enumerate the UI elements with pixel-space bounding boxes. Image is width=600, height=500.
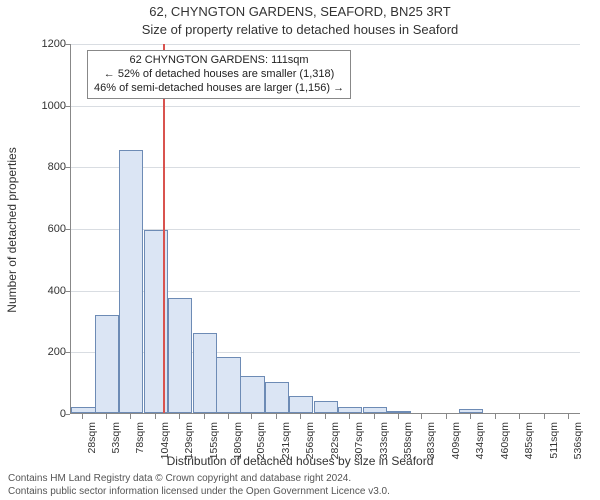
info-box: 62 CHYNGTON GARDENS: 111sqm ← 52% of det…: [87, 50, 351, 99]
x-tick-mark: [325, 414, 326, 419]
info-line-1: 62 CHYNGTON GARDENS: 111sqm: [94, 54, 344, 68]
x-tick-mark: [106, 414, 107, 419]
x-tick-mark: [130, 414, 131, 419]
bar: [119, 150, 143, 413]
x-tick-mark: [349, 414, 350, 419]
info-line-2: ← 52% of detached houses are smaller (1,…: [94, 68, 344, 82]
x-tick-mark: [568, 414, 569, 419]
bar: [363, 407, 387, 413]
bar: [338, 407, 362, 413]
x-tick-mark: [544, 414, 545, 419]
bar: [168, 298, 192, 413]
bar: [386, 411, 410, 413]
bar: [71, 407, 95, 413]
bar: [95, 315, 119, 413]
y-tick-mark: [65, 414, 70, 415]
footer-line-1: Contains HM Land Registry data © Crown c…: [8, 473, 351, 484]
x-tick-mark: [495, 414, 496, 419]
info-line-3: 46% of semi-detached houses are larger (…: [94, 82, 344, 96]
bar: [314, 401, 338, 413]
chart-container: 62, CHYNGTON GARDENS, SEAFORD, BN25 3RT …: [0, 0, 600, 500]
footer-line-2: Contains public sector information licen…: [8, 486, 390, 497]
bar: [265, 382, 289, 413]
plot-area: 62 CHYNGTON GARDENS: 111sqm ← 52% of det…: [70, 44, 580, 414]
x-tick-mark: [179, 414, 180, 419]
x-tick-mark: [374, 414, 375, 419]
main-title: 62, CHYNGTON GARDENS, SEAFORD, BN25 3RT: [0, 4, 600, 19]
y-tick-label: 400: [26, 285, 66, 297]
marker-line: [163, 44, 165, 413]
bar: [193, 333, 217, 413]
x-tick-mark: [228, 414, 229, 419]
x-tick-mark: [251, 414, 252, 419]
x-tick-mark: [276, 414, 277, 419]
y-tick-label: 1200: [26, 38, 66, 50]
y-tick-label: 600: [26, 223, 66, 235]
y-tick-label: 800: [26, 161, 66, 173]
y-tick-label: 0: [26, 408, 66, 420]
bar: [240, 376, 264, 413]
x-tick-mark: [300, 414, 301, 419]
bar: [459, 409, 483, 413]
x-tick-mark: [204, 414, 205, 419]
bar: [216, 357, 240, 413]
x-tick-mark: [82, 414, 83, 419]
x-tick-mark: [446, 414, 447, 419]
x-tick-mark: [470, 414, 471, 419]
y-axis-label: Number of detached properties: [5, 147, 19, 312]
bar: [289, 396, 313, 413]
x-tick-mark: [421, 414, 422, 419]
x-tick-mark: [398, 414, 399, 419]
y-tick-label: 200: [26, 346, 66, 358]
x-tick-mark: [155, 414, 156, 419]
x-tick-mark: [519, 414, 520, 419]
y-tick-label: 1000: [26, 100, 66, 112]
bars-group: [71, 44, 580, 413]
sub-title: Size of property relative to detached ho…: [0, 22, 600, 37]
x-axis-title: Distribution of detached houses by size …: [0, 454, 600, 468]
